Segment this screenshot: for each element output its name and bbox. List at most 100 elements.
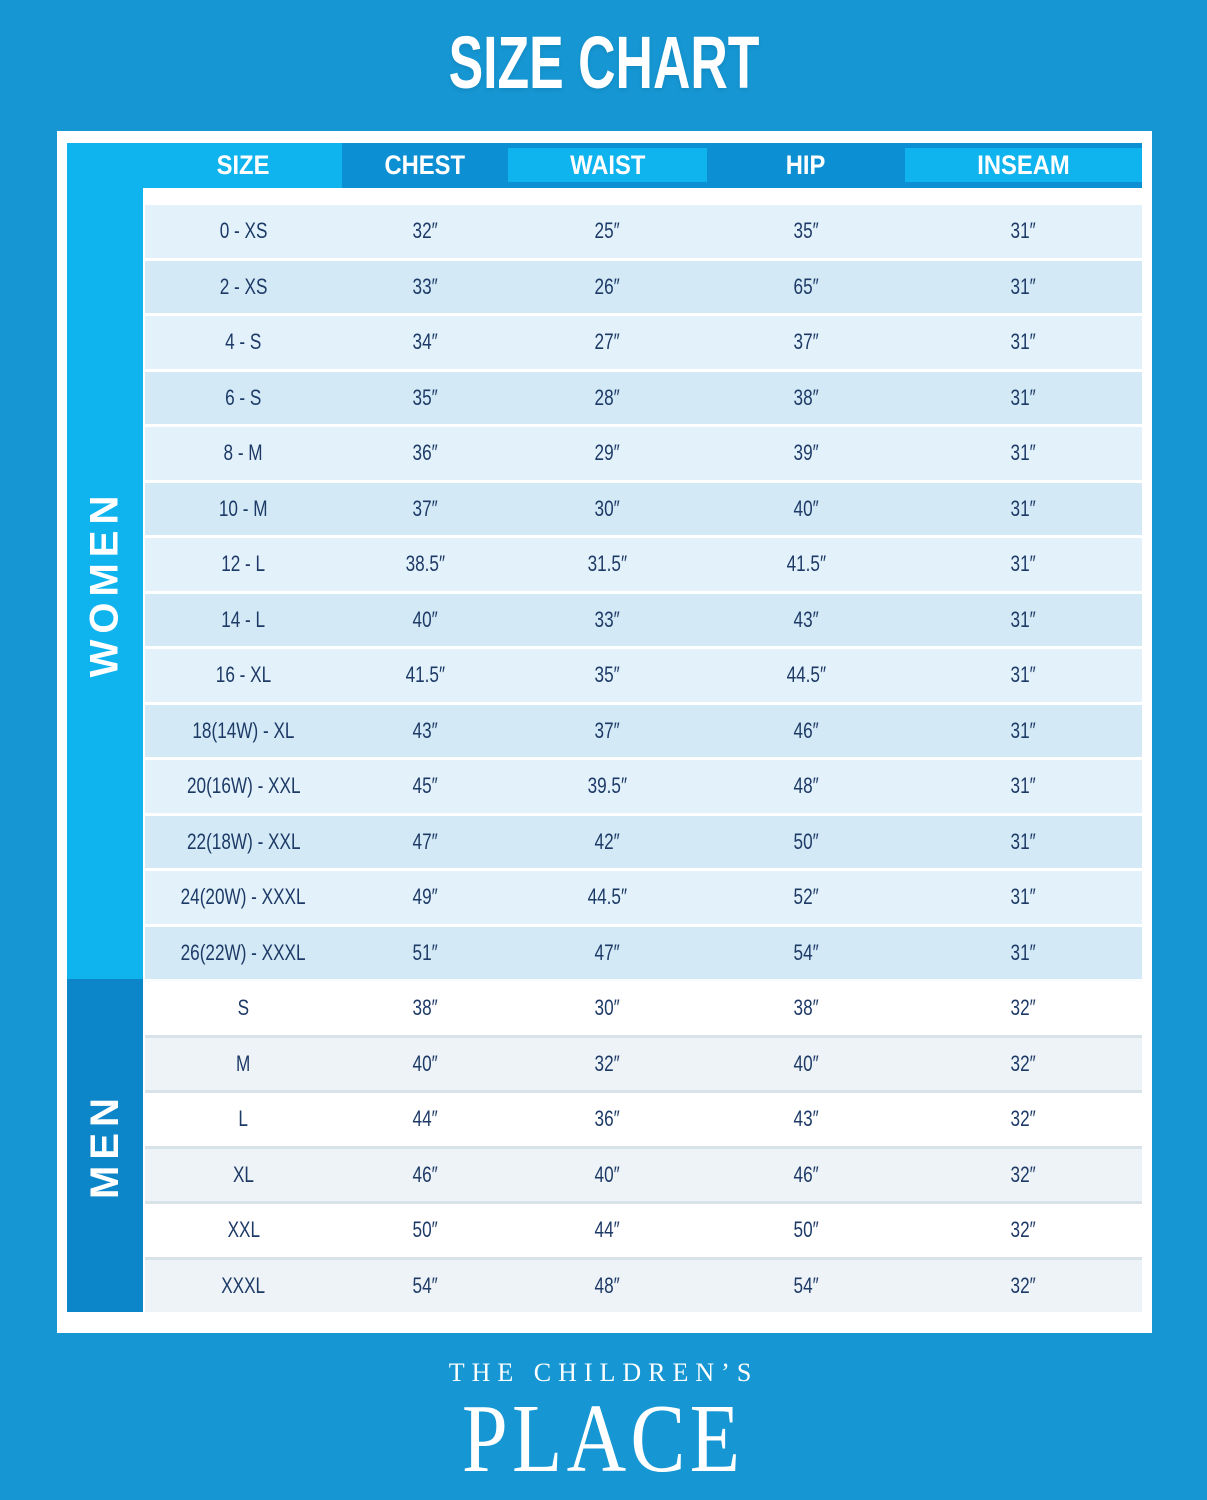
cell-waist: 36″: [594, 1106, 621, 1132]
cell-hip: 38″: [793, 995, 819, 1021]
table-row: 24(20W) - XXXL 49″ 44.5″ 52″ 31″: [145, 868, 1142, 924]
cell-waist: 25″: [594, 218, 621, 244]
table-row: 14 - L 40″ 33″ 43″ 31″: [145, 590, 1142, 646]
table-row: L 44″ 36″ 43″ 32″: [145, 1090, 1142, 1146]
cell-waist: 39.5″: [587, 773, 628, 799]
table-row: 26(22W) - XXXL 51″ 47″ 54″ 31″: [145, 923, 1142, 979]
table-row: S 38″ 30″ 38″ 32″: [145, 979, 1142, 1035]
cell-hip: 52″: [793, 884, 819, 910]
table-row: 8 - M 36″ 29″ 39″ 31″: [145, 424, 1142, 480]
cell-size: 18(14W) - XL: [192, 717, 295, 743]
table-row: 10 - M 37″ 30″ 40″ 31″: [145, 479, 1142, 535]
cell-inseam: 31″: [1010, 884, 1037, 910]
table-row: 22(18W) - XXL 47″ 42″ 50″ 31″: [145, 812, 1142, 868]
cell-hip: 40″: [793, 1050, 819, 1076]
cell-inseam: 31″: [1010, 384, 1037, 410]
women-label-text: WOMEN: [82, 489, 127, 678]
cell-size: 26(22W) - XXXL: [181, 939, 306, 965]
men-sidebar: [67, 979, 143, 1312]
cell-chest: 43″: [412, 717, 438, 743]
cell-size: 14 - L: [221, 606, 266, 632]
cell-inseam: 32″: [1010, 1272, 1037, 1298]
table-row: XXL 50″ 44″ 50″ 32″: [145, 1201, 1142, 1257]
cell-size: 6 - S: [225, 384, 262, 410]
cell-size: 16 - XL: [215, 662, 272, 688]
cell-inseam: 32″: [1010, 1161, 1037, 1187]
cell-inseam: 31″: [1010, 273, 1037, 299]
cell-hip: 50″: [793, 828, 819, 854]
cell-hip: 54″: [793, 939, 819, 965]
cell-waist: 32″: [594, 1050, 621, 1076]
cell-chest: 50″: [412, 1217, 438, 1243]
cell-inseam: 31″: [1010, 606, 1037, 632]
column-header-hip: HIP: [786, 150, 826, 180]
cell-waist: 31.5″: [587, 551, 628, 577]
cell-inseam: 31″: [1010, 773, 1037, 799]
cell-size: XL: [232, 1161, 254, 1187]
cell-chest: 44″: [412, 1106, 438, 1132]
cell-inseam: 31″: [1010, 939, 1037, 965]
table-row: 4 - S 34″ 27″ 37″ 31″: [145, 313, 1142, 369]
cell-hip: 39″: [793, 440, 819, 466]
cell-chest: 45″: [412, 773, 438, 799]
table-rows: 0 - XS 32″ 25″ 35″ 31″ 2 - XS 33″ 26″ 65″ 31″ 4 - …: [145, 202, 1142, 1312]
cell-chest: 36″: [412, 440, 438, 466]
cell-hip: 46″: [793, 717, 819, 743]
cell-waist: 37″: [594, 717, 621, 743]
cell-waist: 29″: [594, 440, 621, 466]
page-title: SIZE CHART: [0, 26, 1207, 100]
section-label-women: WOMEN: [67, 188, 143, 979]
cell-size: XXXL: [221, 1272, 266, 1298]
table-row: 12 - L 38.5″ 31.5″ 41.5″ 31″: [145, 535, 1142, 591]
cell-hip: 38″: [793, 384, 819, 410]
cell-size: 20(16W) - XXL: [186, 773, 301, 799]
cell-hip: 65″: [793, 273, 819, 299]
table-row: 20(16W) - XXL 45″ 39.5″ 48″ 31″: [145, 757, 1142, 813]
cell-hip: 41.5″: [786, 551, 826, 577]
cell-waist: 33″: [594, 606, 621, 632]
cell-waist: 30″: [594, 995, 621, 1021]
cell-chest: 40″: [412, 606, 438, 632]
cell-chest: 46″: [412, 1161, 438, 1187]
cell-inseam: 32″: [1010, 1217, 1037, 1243]
column-header-inseam: INSEAM: [905, 148, 1142, 182]
table-row: XL 46″ 40″ 46″ 32″: [145, 1145, 1142, 1201]
cell-inseam: 31″: [1010, 440, 1037, 466]
column-header-waist: WAIST: [508, 148, 707, 182]
cell-waist: 47″: [594, 939, 621, 965]
cell-inseam: 32″: [1010, 995, 1037, 1021]
cell-chest: 37″: [412, 495, 438, 521]
section-label-men: MEN: [67, 979, 143, 1312]
brand-name-main: PLACE: [462, 1385, 745, 1492]
brand-name-top: THE CHILDREN’S: [448, 1358, 759, 1387]
cell-chest: 34″: [412, 329, 438, 355]
cell-size: 22(18W) - XXL: [186, 828, 301, 854]
cell-chest: 54″: [412, 1272, 438, 1298]
page-title-text: SIZE CHART: [448, 21, 759, 104]
cell-size: M: [236, 1050, 251, 1076]
cell-waist: 27″: [594, 329, 621, 355]
cell-chest: 47″: [412, 828, 438, 854]
table-row: M 40″ 32″ 40″ 32″: [145, 1034, 1142, 1090]
cell-waist: 42″: [594, 828, 621, 854]
cell-size: 12 - L: [221, 551, 266, 577]
cell-waist: 26″: [594, 273, 621, 299]
cell-inseam: 31″: [1010, 329, 1037, 355]
cell-inseam: 31″: [1010, 495, 1037, 521]
column-header-size: SIZE: [67, 143, 342, 188]
cell-inseam: 31″: [1010, 662, 1037, 688]
cell-chest: 40″: [412, 1050, 438, 1076]
cell-hip: 50″: [793, 1217, 819, 1243]
cell-size: 8 - M: [223, 440, 264, 466]
cell-size: 24(20W) - XXXL: [181, 884, 306, 910]
cell-hip: 48″: [793, 773, 819, 799]
cell-hip: 44.5″: [786, 662, 826, 688]
cell-chest: 38″: [412, 995, 438, 1021]
cell-chest: 38.5″: [405, 551, 445, 577]
cell-chest: 51″: [412, 939, 438, 965]
cell-inseam: 31″: [1010, 218, 1037, 244]
cell-chest: 49″: [412, 884, 438, 910]
column-header-chest: CHEST: [384, 150, 466, 180]
table-row: 16 - XL 41.5″ 35″ 44.5″ 31″: [145, 646, 1142, 702]
